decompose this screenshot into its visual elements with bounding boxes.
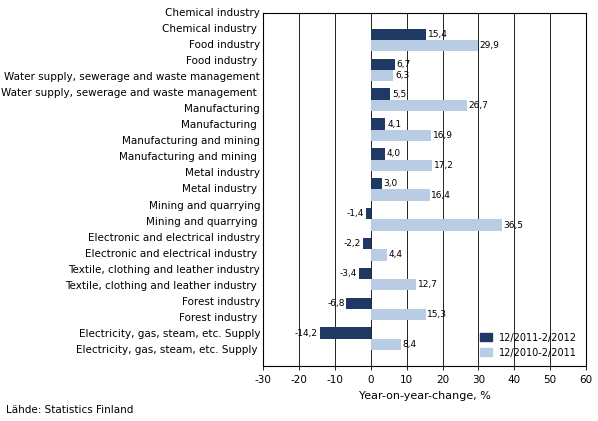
Text: Electronic and electrical industry: Electronic and electrical industry bbox=[85, 249, 257, 259]
Text: Forest industry: Forest industry bbox=[179, 313, 257, 323]
Text: Metal industry: Metal industry bbox=[182, 184, 257, 195]
Text: Lähde: Statistics Finland: Lähde: Statistics Finland bbox=[6, 405, 133, 415]
Text: -6,8: -6,8 bbox=[327, 299, 344, 308]
Text: 4,0: 4,0 bbox=[387, 149, 401, 158]
Text: 6,3: 6,3 bbox=[395, 71, 410, 80]
Text: Mining and quarrying: Mining and quarrying bbox=[149, 200, 260, 210]
Text: Mining and quarrying: Mining and quarrying bbox=[146, 216, 257, 226]
Text: 8,4: 8,4 bbox=[402, 340, 417, 349]
Text: 17,2: 17,2 bbox=[434, 161, 454, 170]
Bar bbox=[371, 100, 466, 111]
X-axis label: Year-on-year-change, %: Year-on-year-change, % bbox=[359, 391, 490, 401]
Bar bbox=[371, 309, 426, 320]
Text: 29,9: 29,9 bbox=[480, 41, 500, 50]
Text: 16,9: 16,9 bbox=[433, 131, 453, 140]
Text: Chemical industry: Chemical industry bbox=[162, 24, 257, 34]
Bar bbox=[371, 40, 478, 51]
Text: Textile, clothing and leather industry: Textile, clothing and leather industry bbox=[68, 265, 260, 275]
Text: -3,4: -3,4 bbox=[340, 269, 357, 278]
Text: 12,7: 12,7 bbox=[418, 280, 438, 289]
Text: Water supply, sewerage and waste management: Water supply, sewerage and waste managem… bbox=[4, 72, 260, 82]
Bar bbox=[359, 268, 371, 279]
Text: 5,5: 5,5 bbox=[392, 90, 407, 99]
Text: Manufacturing and mining: Manufacturing and mining bbox=[119, 152, 257, 163]
Text: 6,7: 6,7 bbox=[396, 60, 411, 69]
Bar bbox=[371, 70, 393, 81]
Bar bbox=[371, 29, 426, 40]
Text: Textile, clothing and leather industry: Textile, clothing and leather industry bbox=[65, 281, 257, 291]
Text: 15,3: 15,3 bbox=[428, 310, 447, 319]
Bar bbox=[371, 279, 416, 290]
Legend: 12/2011-2/2012, 12/2010-2/2011: 12/2011-2/2012, 12/2010-2/2011 bbox=[476, 329, 581, 361]
Bar bbox=[371, 160, 432, 171]
Text: -14,2: -14,2 bbox=[295, 329, 318, 338]
Text: 4,4: 4,4 bbox=[388, 250, 402, 259]
Text: 36,5: 36,5 bbox=[504, 221, 523, 229]
Bar bbox=[363, 238, 371, 249]
Text: 3,0: 3,0 bbox=[383, 179, 398, 188]
Text: Electronic and electrical industry: Electronic and electrical industry bbox=[88, 233, 260, 242]
Bar bbox=[371, 339, 401, 350]
Text: Manufacturing: Manufacturing bbox=[181, 120, 257, 130]
Text: Manufacturing and mining: Manufacturing and mining bbox=[122, 136, 260, 146]
Text: Food industry: Food industry bbox=[186, 56, 257, 66]
Text: Water supply, sewerage and waste management: Water supply, sewerage and waste managem… bbox=[1, 88, 257, 98]
Text: 16,4: 16,4 bbox=[431, 191, 451, 200]
Text: Manufacturing: Manufacturing bbox=[184, 104, 260, 114]
Text: Electricity, gas, steam, etc. Supply: Electricity, gas, steam, etc. Supply bbox=[75, 345, 257, 355]
Bar bbox=[371, 249, 386, 261]
Bar bbox=[371, 189, 429, 201]
Bar bbox=[346, 298, 371, 309]
Bar bbox=[371, 59, 395, 70]
Text: -1,4: -1,4 bbox=[347, 209, 364, 218]
Bar bbox=[371, 130, 431, 141]
Text: 15,4: 15,4 bbox=[428, 30, 448, 39]
Bar bbox=[371, 88, 390, 100]
Bar bbox=[371, 219, 502, 231]
Text: 26,7: 26,7 bbox=[468, 101, 488, 110]
Text: Forest industry: Forest industry bbox=[182, 297, 260, 307]
Bar bbox=[371, 118, 386, 130]
Text: Chemical industry: Chemical industry bbox=[165, 8, 260, 18]
Bar bbox=[371, 178, 382, 189]
Text: Electricity, gas, steam, etc. Supply: Electricity, gas, steam, etc. Supply bbox=[78, 329, 260, 339]
Text: Metal industry: Metal industry bbox=[185, 168, 260, 179]
Bar bbox=[371, 148, 385, 160]
Bar bbox=[320, 328, 371, 339]
Text: -2,2: -2,2 bbox=[344, 239, 361, 248]
Bar bbox=[366, 208, 371, 219]
Text: 4,1: 4,1 bbox=[388, 120, 401, 128]
Text: Food industry: Food industry bbox=[189, 40, 260, 50]
